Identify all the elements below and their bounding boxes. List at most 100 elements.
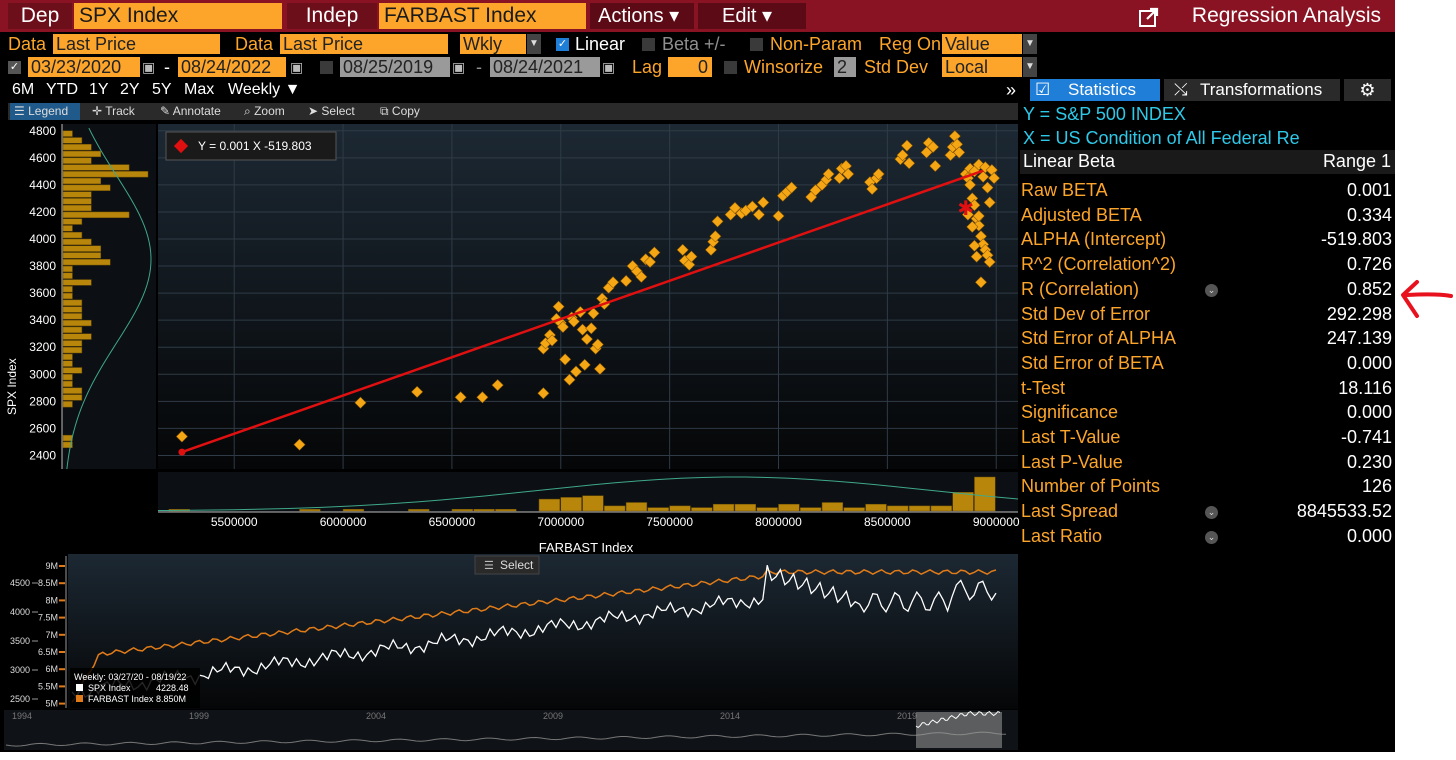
tab-transformations[interactable]: ⤯ Transformations <box>1164 79 1340 101</box>
stats-header: Linear Beta Range 1 <box>1020 150 1395 174</box>
edit-menu-button[interactable]: Edit ▾ <box>698 3 806 29</box>
plot-area <box>158 124 1018 469</box>
select-button[interactable]: ☰ Select <box>474 555 540 575</box>
period-ytd-button[interactable]: YTD <box>46 81 78 98</box>
stats-header-right: Range 1 <box>1322 151 1391 171</box>
indep-ticker-input[interactable]: FARBAST Index <box>379 3 586 29</box>
collapse-panel-icon[interactable]: » <box>1006 80 1017 100</box>
x-histogram-bar <box>865 503 887 512</box>
track-tool-button[interactable]: ✛ Track <box>92 103 135 120</box>
x-histogram-bar <box>582 495 604 512</box>
chart-toggle-icon[interactable]: ⌄ <box>1205 506 1218 520</box>
y-histogram-bar <box>62 333 92 340</box>
overview-navigator[interactable] <box>4 710 1018 750</box>
y-histogram-bar <box>62 252 102 259</box>
stat-value: 0.230 <box>1346 451 1392 472</box>
y-histogram-bar <box>62 184 111 191</box>
stat-value: 126 <box>1361 476 1392 497</box>
farbast-legend-value: 8.850M <box>156 694 186 704</box>
scatter-point <box>175 430 188 443</box>
scatter-point <box>556 320 569 333</box>
period-2y-button[interactable]: 2Y <box>120 81 140 98</box>
stat-value: 0.334 <box>1346 204 1392 225</box>
period-6m-button[interactable]: 6M <box>12 81 35 98</box>
stat-label: Last Ratio <box>1021 525 1103 546</box>
range2-checkbox[interactable] <box>320 61 333 74</box>
lag-field[interactable]: 0 <box>668 57 712 77</box>
reg-on-select[interactable]: Value <box>942 34 1022 54</box>
dep-ticker-input[interactable]: SPX Index <box>74 3 282 29</box>
frequency-select[interactable]: Wkly <box>460 34 526 54</box>
range1-checkbox[interactable]: ✓ <box>8 61 21 74</box>
scatter-point <box>552 300 565 313</box>
copy-tool-button[interactable]: ⧉ Copy <box>380 103 420 120</box>
zoom-tool-label: Zoom <box>254 104 285 118</box>
farbast-legend-swatch <box>76 695 83 702</box>
frequency-weekly-button[interactable]: Weekly ▼ <box>228 81 301 98</box>
x-histogram-bar <box>451 509 473 512</box>
calendar-icon[interactable]: ▣ <box>290 59 304 75</box>
stat-label: Raw BETA <box>1021 180 1108 200</box>
range2-start-date-field[interactable]: 08/25/2019 <box>340 57 450 77</box>
beta-checkbox[interactable] <box>642 38 655 51</box>
regression-legend-box[interactable]: Y = 0.001 X -519.803 <box>165 131 337 161</box>
magnifier-icon: ⌕ <box>244 104 251 118</box>
period-5y-button[interactable]: 5Y <box>152 81 172 98</box>
linear-checkbox[interactable]: ✓ <box>556 38 569 51</box>
data2-field[interactable]: Last Price <box>280 34 448 54</box>
spx-legend-value: 4228.48 <box>156 683 189 693</box>
crosshair-icon: ✛ <box>92 104 103 118</box>
legend-tool-label: Legend <box>28 104 69 118</box>
actions-menu-button[interactable]: Actions ▾ <box>590 3 694 29</box>
chart-toggle-icon[interactable]: ⌄ <box>1205 283 1218 297</box>
winsorize-checkbox[interactable] <box>724 61 737 74</box>
spx-axis-tick-label: 3000 <box>10 665 30 675</box>
y-histogram-bar <box>62 326 83 333</box>
x-histogram-bar <box>887 505 909 512</box>
frequency-dropdown-icon[interactable]: ▼ <box>527 34 541 54</box>
winsorize-field[interactable]: 2 <box>834 57 856 77</box>
scatter-point <box>920 146 933 159</box>
zoom-tool-button[interactable]: ⌕ Zoom <box>244 103 285 120</box>
scatter-point <box>354 396 367 409</box>
y-normal-curve <box>66 127 152 470</box>
scatter-point <box>970 250 983 263</box>
beta-label: Beta +/- <box>662 34 726 54</box>
end-date-field[interactable]: 08/24/2022 <box>178 57 286 77</box>
x-histogram-bar <box>821 502 844 512</box>
tab-statistics[interactable]: ☑ Statistics <box>1030 79 1160 101</box>
std-dev-dropdown-icon[interactable]: ▼ <box>1023 57 1037 77</box>
calendar-icon[interactable]: ▣ <box>602 59 616 75</box>
stat-row: Adjusted BETA 0.334 <box>1020 205 1395 229</box>
farbast-legend-name: FARBAST Index <box>88 694 154 704</box>
y-histogram-bar <box>62 346 83 354</box>
y-histogram-bar <box>62 434 73 442</box>
external-link-icon[interactable] <box>1138 6 1160 28</box>
settings-gear-icon[interactable]: ⚙ <box>1344 79 1391 101</box>
scatter-point <box>537 387 550 400</box>
annotate-tool-button[interactable]: ✎ Annotate <box>160 103 221 120</box>
data1-field[interactable]: Last Price <box>53 34 220 54</box>
legend-tool-button[interactable]: ☰ Legend <box>10 103 80 120</box>
start-date-field[interactable]: 03/23/2020 <box>28 57 140 77</box>
scatter-point <box>746 200 759 213</box>
reg-on-dropdown-icon[interactable]: ▼ <box>1023 34 1037 54</box>
chart-toggle-icon[interactable]: ⌄ <box>1205 530 1218 544</box>
y-histogram-bar <box>62 394 83 401</box>
date-dash: - <box>476 57 482 77</box>
select-tool-button[interactable]: ➤ Select <box>308 103 355 120</box>
x-histogram-bar <box>473 509 495 512</box>
std-dev-select[interactable]: Local <box>942 57 1022 77</box>
time-series-chart[interactable]: 4500 4000 3500 3000 2500 9M 8.5M 8M 7.5M 7M 6.5M 6M… <box>0 552 1020 750</box>
range2-end-date-field[interactable]: 08/24/2021 <box>490 57 600 77</box>
overview-window-handle[interactable] <box>916 712 1002 748</box>
calendar-icon[interactable]: ▣ <box>452 59 466 75</box>
spx-legend-name: SPX Index <box>88 683 131 693</box>
y-tick-label: 3600 <box>29 286 56 300</box>
period-max-button[interactable]: Max <box>184 81 215 98</box>
calendar-icon[interactable]: ▣ <box>142 59 156 75</box>
scatter-point <box>842 168 855 181</box>
period-1y-button[interactable]: 1Y <box>89 81 109 98</box>
nonparam-checkbox[interactable] <box>750 38 763 51</box>
regression-scatter-chart[interactable]: 2400 2600 2800 3000 3200 3400 3600 3800 4000 4200… <box>0 120 1020 552</box>
